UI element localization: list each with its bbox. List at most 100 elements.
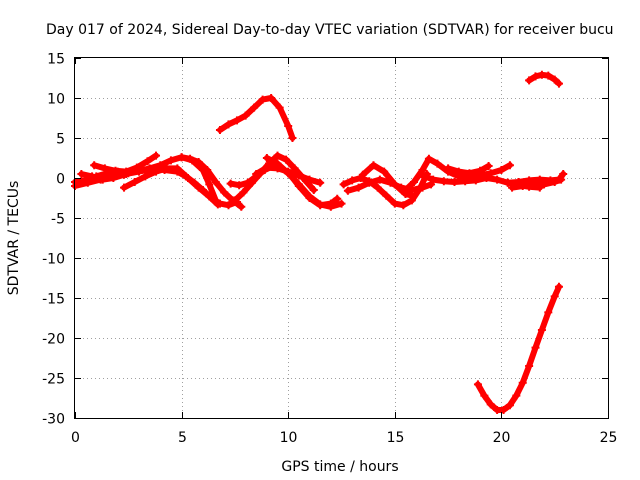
data-point [130,178,139,186]
data-point [194,183,203,192]
data-point [503,178,512,187]
series-arc-q [444,162,493,178]
data-point [499,406,508,414]
data-point [505,401,514,410]
data-point [525,76,534,85]
data-point [461,177,470,186]
data-point [273,159,282,168]
data-point [294,180,303,189]
data-point [173,164,182,173]
data-point [262,154,271,162]
data-point [220,188,229,197]
data-point [235,181,244,190]
grid [75,58,608,418]
data-point [484,162,493,170]
x-tick-label: 5 [178,430,187,446]
data-point [326,202,335,211]
data-point [224,201,233,210]
y-tick-label: -25 [42,372,65,388]
series-arc-k [215,94,297,142]
data-point [512,391,521,400]
data-point [241,111,250,120]
data-point [505,161,514,170]
data-point [262,163,271,172]
x-tick-label: 0 [71,430,80,446]
y-tick-label: -20 [42,332,65,348]
y-tick-label: -10 [42,252,65,268]
data-point [407,191,416,200]
data-point [409,178,418,186]
data-point [211,178,220,186]
series-arc-d [77,170,129,184]
data-point [518,378,527,387]
data-point [83,178,92,187]
data-point [284,169,293,178]
data-point [380,167,389,176]
data-point [90,161,99,170]
data-point [316,178,325,187]
data-point [233,116,242,125]
data-point [375,175,384,184]
data-point [339,180,348,189]
data-point [109,174,118,182]
data-point [294,171,303,180]
data-point [143,157,152,166]
data-point [529,181,538,190]
data-point [401,186,410,194]
data-point [554,79,563,88]
y-tick-label: 10 [47,92,65,108]
data-point [213,200,222,209]
data-point [120,183,129,192]
data-point [224,120,233,129]
data-point [111,166,120,175]
data-point [282,155,291,164]
data-point [273,151,282,160]
data-point [465,169,474,178]
data-point [237,202,246,211]
data-point [439,177,448,186]
data-point [444,164,453,173]
series-arc-s [508,175,566,192]
data-point [544,308,553,317]
data-point [531,343,540,352]
data-point [186,154,195,163]
data-point [275,103,284,112]
data-point [247,178,256,187]
x-tick-label: 25 [600,430,618,446]
data-point [399,201,408,210]
data-point [373,183,382,192]
data-point [525,362,534,370]
data-point [508,183,517,192]
series-trace [121,165,221,208]
data-point [305,192,314,201]
series-arc-e [120,164,222,209]
data-point [230,196,239,205]
data-point [540,180,549,189]
data-point [433,159,442,168]
data-point [177,153,186,162]
data-point [132,163,141,172]
data-point [473,380,482,389]
data-point [288,134,297,142]
data-point [450,178,459,186]
data-point [284,122,293,130]
x-tick-label: 15 [387,430,405,446]
series-arc-j [262,154,346,211]
x-tick-label: 10 [280,430,298,446]
data-point [544,71,553,80]
data-point [226,179,235,188]
series-trace [474,283,562,413]
data-series [71,70,568,414]
data-point [497,166,506,174]
data-point [554,282,563,291]
series-arc-t [525,70,563,88]
series-trace [217,95,296,141]
y-tick-label: -15 [42,292,65,308]
data-point [418,183,427,192]
y-tick-label: 5 [56,132,65,148]
y-tick-label: 15 [47,52,65,68]
y-tick-label: 0 [56,172,65,188]
data-point [493,175,502,184]
data-point [205,180,214,189]
